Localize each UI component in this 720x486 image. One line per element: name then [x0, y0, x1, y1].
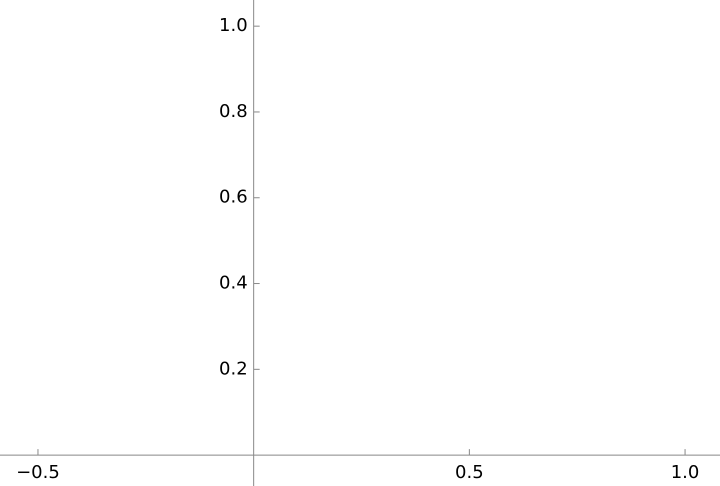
y-tick-label: 0.4 [219, 273, 248, 294]
x-tick-label: −0.5 [16, 462, 60, 483]
y-tick-label: 0.2 [219, 358, 248, 379]
x-tick-label: 0.5 [455, 462, 484, 483]
y-tick-label: 1.0 [219, 15, 248, 36]
y-tick-label: 0.6 [219, 187, 248, 208]
x-tick-label: 1.0 [671, 462, 700, 483]
y-tick-label: 0.8 [219, 101, 248, 122]
